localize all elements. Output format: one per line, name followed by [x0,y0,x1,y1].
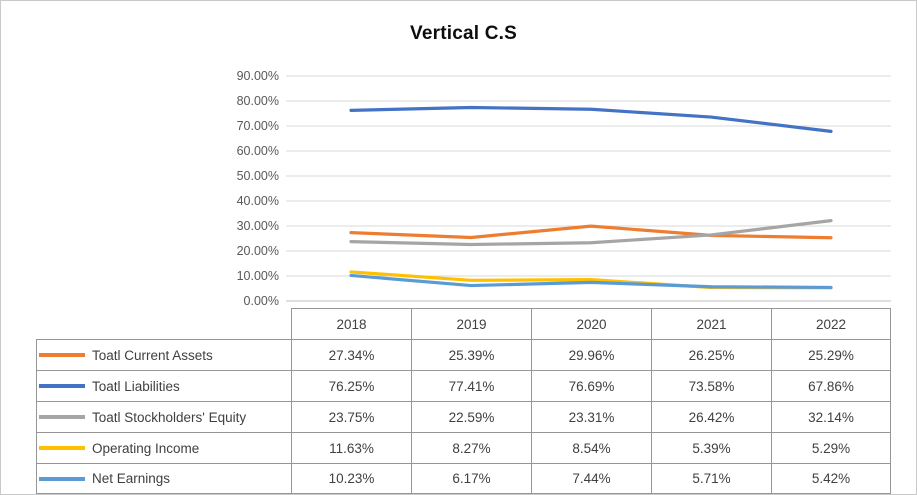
legend-line-marker-toatl-current-assets [39,353,85,357]
value-cell: 77.41% [411,370,531,401]
value-cell: 25.39% [411,339,531,370]
y-axis-tick-label: 10.00% [236,269,279,283]
value-cell: 26.25% [651,339,771,370]
year-header-cell: 2018 [291,308,411,339]
legend-cell: Toatl Stockholders' Equity [36,401,291,432]
value-cell: 8.27% [411,432,531,463]
series-line-toatl-current-assets[interactable] [349,224,833,240]
legend-cell: Operating Income [36,432,291,463]
legend-line-marker-net-earnings [39,476,85,481]
y-axis-tick-label: 70.00% [236,119,279,133]
legend-label: Toatl Stockholders' Equity [92,409,247,425]
value-cell: 5.39% [651,432,771,463]
y-axis-tick-label: 40.00% [236,194,279,208]
year-header-cell: 2020 [531,308,651,339]
value-cell: 10.23% [291,463,411,494]
value-cell: 76.25% [291,370,411,401]
y-axis-tick-label: 20.00% [236,244,279,258]
chart-data-table: 2018 2019 2020 2021 2022 Toatl Current Assets… [36,308,891,494]
series-line-toatl-liabilities[interactable] [349,105,833,133]
y-axis-tick-label: 80.00% [236,94,279,108]
year-header-cell: 2022 [771,308,891,339]
y-axis-tick-label: 30.00% [236,219,279,233]
value-cell: 29.96% [531,339,651,370]
value-cell: 26.42% [651,401,771,432]
value-cell: 25.29% [771,339,891,370]
legend-label: Toatl Current Assets [92,347,213,363]
table-corner-spacer [36,308,291,339]
legend-cell: Toatl Liabilities [36,370,291,401]
year-header-cell: 2021 [651,308,771,339]
value-cell: 6.17% [411,463,531,494]
value-cell: 23.31% [531,401,651,432]
legend-cell: Net Earnings [36,463,291,494]
legend-label: Operating Income [92,440,200,456]
value-cell: 22.59% [411,401,531,432]
y-axis-tick-label: 60.00% [236,144,279,158]
legend-label: Toatl Liabilities [92,378,180,394]
legend-line-marker-toatl-liabilities [39,384,85,388]
legend-cell: Toatl Current Assets [36,339,291,370]
plot-area[interactable] [286,61,892,308]
value-cell: 11.63% [291,432,411,463]
value-cell: 7.44% [531,463,651,494]
value-cell: 5.42% [771,463,891,494]
value-cell: 67.86% [771,370,891,401]
value-cell: 73.58% [651,370,771,401]
y-axis-tick-label: 90.00% [236,69,279,83]
legend-line-marker-operating-income [39,446,85,450]
y-axis-tick-label: 50.00% [236,169,279,183]
legend-label: Net Earnings [92,471,171,486]
value-cell: 23.75% [291,401,411,432]
series-line-operating-income[interactable] [349,270,833,290]
value-cell: 8.54% [531,432,651,463]
value-cell: 27.34% [291,339,411,370]
value-cell: 5.29% [771,432,891,463]
value-cell: 5.71% [651,463,771,494]
chart-title[interactable]: Vertical C.S [410,23,517,44]
year-header-cell: 2019 [411,308,531,339]
series-line-net-earnings[interactable] [349,273,833,290]
legend-line-marker-toatl-stockholders-equity [39,415,85,419]
series-line-toatl-stockholders-equity[interactable] [349,219,833,247]
value-cell: 76.69% [531,370,651,401]
y-axis-tick-label: 0.00% [243,294,279,308]
value-cell: 32.14% [771,401,891,432]
